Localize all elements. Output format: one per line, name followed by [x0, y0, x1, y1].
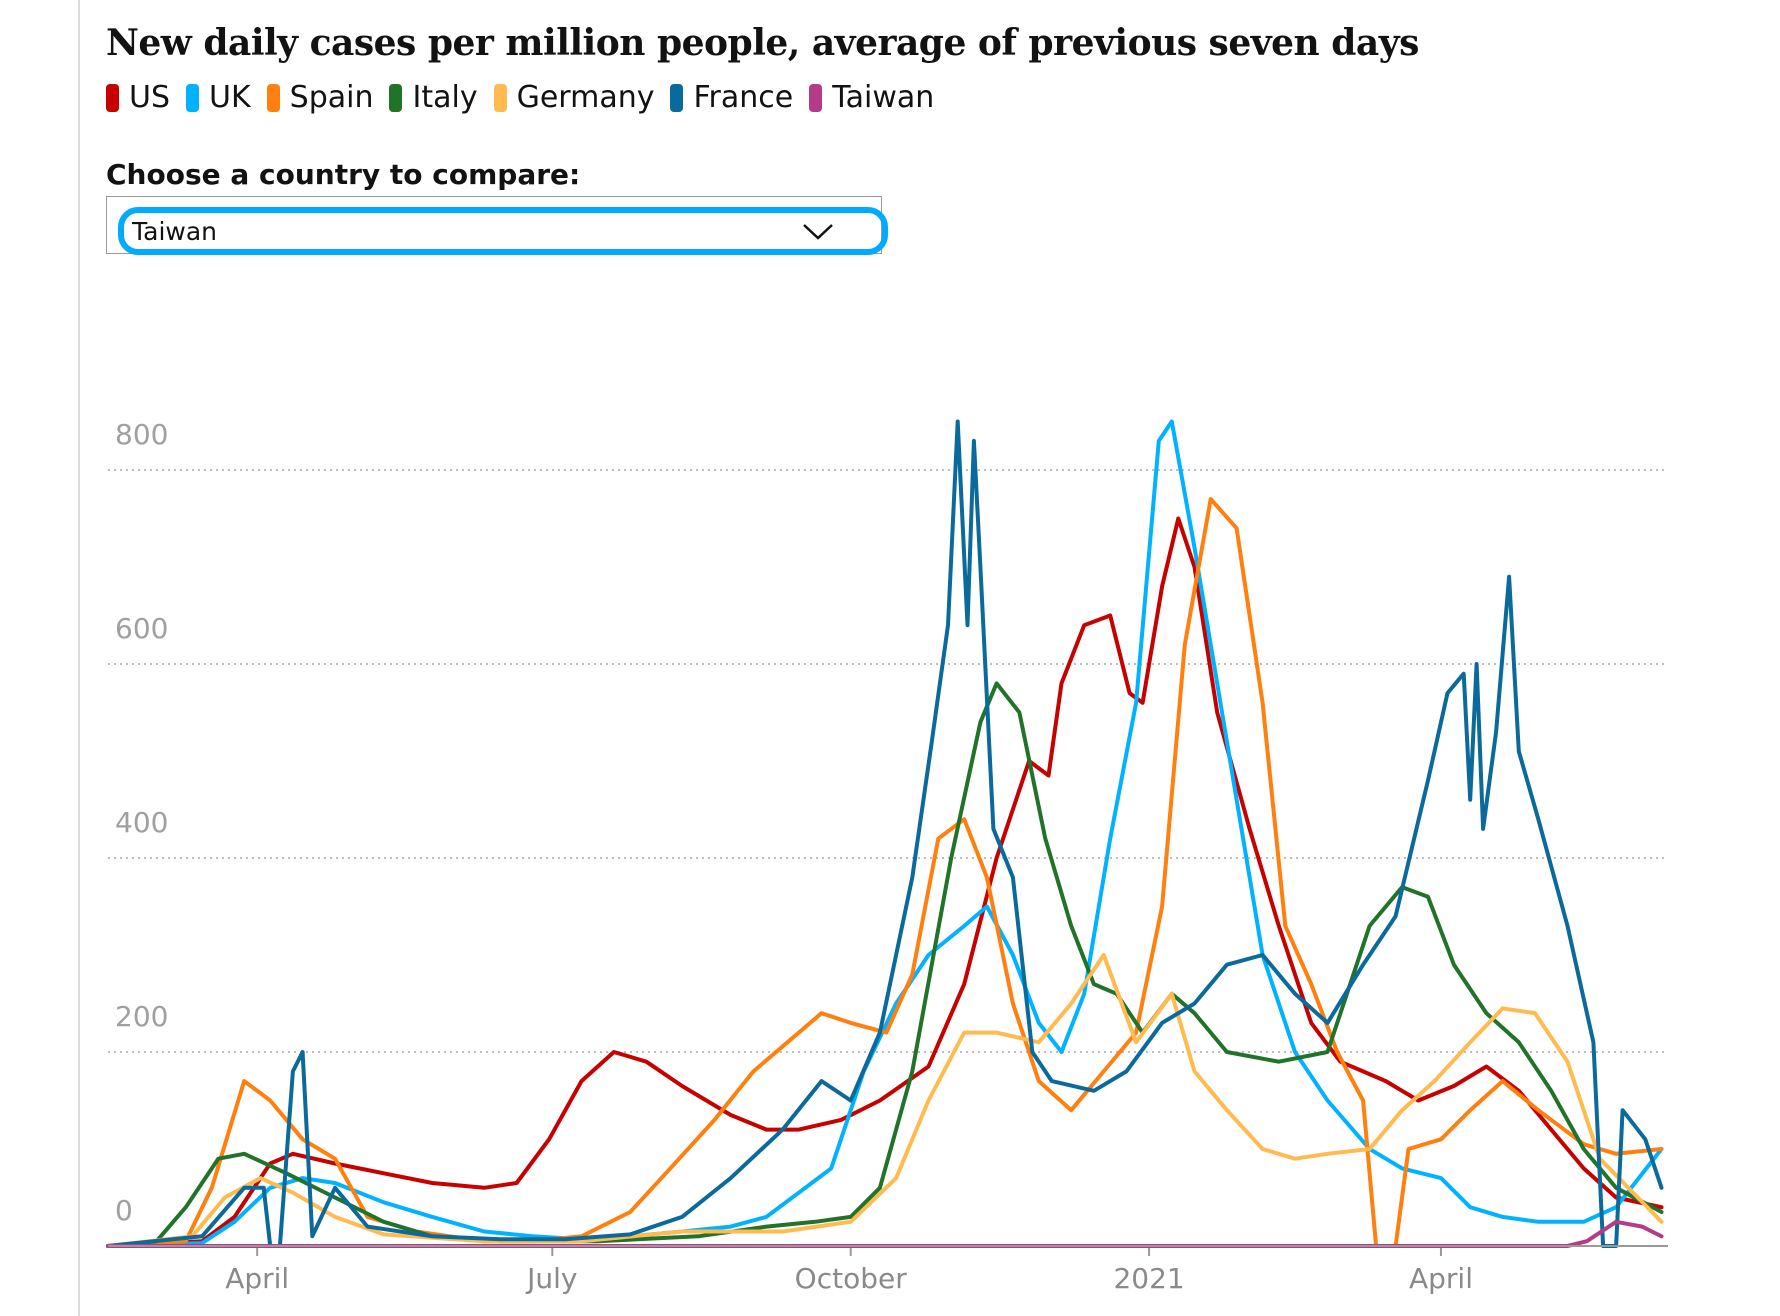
series-line-taiwan	[106, 1219, 1664, 1248]
y-tick-label: 0	[115, 1194, 133, 1227]
x-tick-label: April	[1409, 1262, 1473, 1295]
series-line-uk	[106, 419, 1664, 1248]
legend-swatch	[106, 83, 119, 112]
legend-item-taiwan: Taiwan	[809, 80, 934, 115]
legend-label: France	[693, 80, 794, 115]
legend-swatch	[186, 83, 200, 112]
legend: US UK Spain Italy Germany France Taiwan	[106, 80, 950, 115]
x-tick-label: April	[225, 1262, 289, 1295]
series-line-spain	[106, 497, 1664, 1248]
series-lines	[106, 419, 1664, 1248]
legend-swatch	[389, 83, 403, 112]
legend-swatch	[266, 83, 280, 112]
country-select-value: Taiwan	[132, 216, 218, 246]
legend-swatch	[670, 83, 684, 112]
legend-label: Italy	[412, 80, 478, 115]
y-tick-label: 600	[115, 612, 168, 645]
legend-item-italy: Italy	[389, 80, 478, 115]
chevron-down-icon	[803, 224, 833, 240]
y-tick-label: 400	[115, 806, 168, 839]
legend-swatch	[809, 83, 823, 112]
legend-item-germany: Germany	[493, 80, 655, 115]
x-axis-ticks: April July October 2021 April	[225, 1246, 1473, 1295]
series-line-italy	[106, 681, 1664, 1248]
y-tick-label: 800	[115, 418, 168, 451]
country-select[interactable]: Taiwan	[118, 207, 888, 255]
series-line-france	[106, 419, 1664, 1248]
grid-lines	[108, 469, 1668, 1053]
legend-label: UK	[209, 80, 251, 115]
legend-item-france: France	[670, 80, 793, 115]
y-tick-label: 200	[115, 1000, 168, 1033]
series-line-us	[106, 516, 1664, 1248]
legend-item-uk: UK	[186, 80, 251, 115]
y-axis-ticks: 0 200 400 600 800	[115, 418, 168, 1227]
country-select-box[interactable]	[106, 196, 882, 254]
x-tick-label: October	[795, 1262, 908, 1295]
chart-title: New daily cases per million people, aver…	[106, 22, 1419, 64]
x-tick-label: 2021	[1113, 1262, 1184, 1295]
legend-label: Spain	[289, 80, 374, 115]
legend-label: US	[129, 80, 171, 115]
legend-swatch	[493, 83, 507, 112]
left-rule	[78, 0, 80, 1316]
x-tick-label: July	[525, 1262, 577, 1295]
country-select-label: Choose a country to compare:	[106, 158, 581, 191]
legend-item-spain: Spain	[266, 80, 374, 115]
legend-label: Germany	[516, 80, 655, 115]
legend-label: Taiwan	[832, 80, 935, 115]
legend-item-us: US	[106, 80, 170, 115]
